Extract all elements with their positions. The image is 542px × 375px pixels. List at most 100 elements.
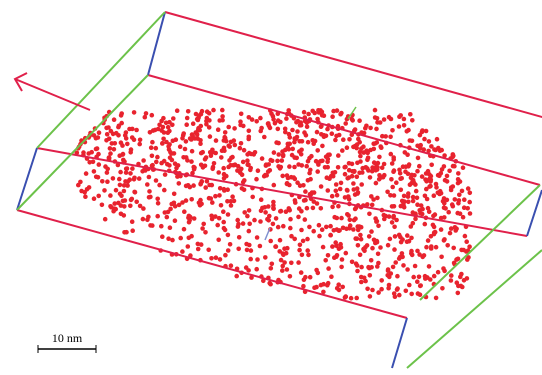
atom	[439, 227, 444, 232]
atom	[367, 234, 372, 239]
atom	[263, 205, 268, 210]
atom	[83, 194, 88, 199]
atom	[438, 189, 443, 194]
atom	[409, 224, 414, 229]
atom	[404, 289, 409, 294]
atom	[357, 118, 362, 123]
atom	[182, 209, 187, 214]
atom	[390, 185, 395, 190]
atom	[305, 206, 310, 211]
atom	[460, 285, 465, 290]
atom	[300, 253, 305, 258]
atom	[317, 234, 322, 239]
atom	[292, 165, 297, 170]
atom	[276, 127, 281, 132]
atom	[148, 195, 153, 200]
atom	[466, 186, 471, 191]
atom	[336, 165, 341, 170]
atom	[214, 138, 219, 143]
atom	[178, 236, 183, 241]
atom	[288, 135, 293, 140]
atom	[373, 108, 378, 113]
atom	[241, 124, 246, 129]
atom	[382, 217, 387, 222]
atom	[362, 249, 367, 254]
atom	[327, 152, 332, 157]
atom	[462, 197, 467, 202]
atom	[229, 203, 234, 208]
atom	[203, 230, 208, 235]
atom	[308, 177, 313, 182]
atom	[270, 262, 275, 267]
atom	[359, 265, 364, 270]
atom	[389, 177, 394, 182]
atom	[454, 257, 459, 262]
atom	[342, 165, 347, 170]
atom	[245, 158, 250, 163]
atom	[401, 263, 406, 268]
atom	[216, 170, 221, 175]
atom	[100, 203, 105, 208]
atom	[345, 188, 350, 193]
atom	[411, 178, 416, 183]
atom	[295, 129, 300, 134]
atom	[353, 207, 358, 212]
atom	[371, 197, 376, 202]
atom	[189, 197, 194, 202]
atom	[187, 220, 192, 225]
atom	[449, 273, 454, 278]
atom	[141, 217, 146, 222]
atom	[368, 294, 373, 299]
atom	[462, 205, 467, 210]
atom	[294, 156, 299, 161]
atom	[410, 118, 415, 123]
atom	[168, 207, 173, 212]
atom	[130, 219, 135, 224]
atom	[255, 257, 260, 262]
atom	[462, 278, 467, 283]
atom	[97, 130, 102, 135]
atom	[84, 171, 89, 176]
atom	[130, 127, 135, 132]
atom	[405, 129, 410, 134]
atom	[302, 130, 307, 135]
atom	[355, 142, 360, 147]
atom	[347, 137, 352, 142]
atom	[374, 181, 379, 186]
atom	[210, 183, 215, 188]
atom	[132, 110, 137, 115]
atom	[282, 260, 287, 265]
atom	[350, 260, 355, 265]
atom	[174, 166, 179, 171]
atom	[216, 127, 221, 132]
atom	[382, 213, 387, 218]
atom	[393, 260, 398, 265]
atom	[239, 112, 244, 117]
atom	[260, 156, 265, 161]
atom	[299, 123, 304, 128]
atom	[147, 175, 152, 180]
atom	[332, 228, 337, 233]
atom	[391, 215, 396, 220]
atom	[247, 222, 252, 227]
box-edge	[165, 12, 542, 122]
atom	[192, 216, 197, 221]
atom	[173, 161, 178, 166]
atom	[463, 234, 468, 239]
atom	[408, 138, 413, 143]
atom	[82, 190, 87, 195]
atom	[432, 232, 437, 237]
atom	[248, 166, 253, 171]
atom	[288, 226, 293, 231]
atom	[424, 245, 429, 250]
atom	[461, 215, 466, 220]
atom	[361, 144, 366, 149]
atom	[303, 275, 308, 280]
atom	[180, 200, 185, 205]
atom	[201, 222, 206, 227]
atom	[116, 133, 121, 138]
atom	[150, 223, 155, 228]
atom	[246, 268, 251, 273]
atom	[435, 137, 440, 142]
atom	[127, 177, 132, 182]
